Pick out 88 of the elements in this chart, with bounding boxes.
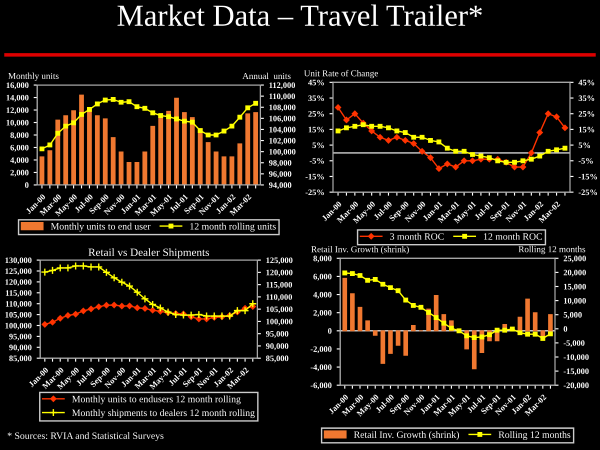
y2-tick-label: -20,000 <box>564 382 589 390</box>
y2-axis-title: Annual units <box>242 72 291 80</box>
y2-tick-label: 100,000 <box>269 149 296 156</box>
y2-tick-label: 98,000 <box>268 160 292 167</box>
y-tick-label: 85,000 <box>9 356 32 362</box>
y2-tick-label: 15% <box>579 126 594 132</box>
y-axis-title: Unit Rate of Change <box>304 70 378 78</box>
y2-tick-label: 10,000 <box>564 298 586 305</box>
legend-label: Monthly units to end user <box>50 222 150 232</box>
y-tick-label: 8,000 <box>10 132 29 140</box>
y2-tick-label: 90,000 <box>266 343 288 350</box>
y-axis-title: Monthly units <box>8 72 59 81</box>
legend-label: 12 month ROC <box>484 232 542 240</box>
y-tick-label: -4,000 <box>310 364 332 372</box>
y-tick-label: 4,000 <box>10 157 29 164</box>
y-tick-label: 6,000 <box>313 274 332 281</box>
y-tick-label: 6,000 <box>10 144 29 152</box>
y2-tick-label: 95,000 <box>266 331 288 338</box>
y2-tick-label: 5% <box>578 142 590 148</box>
y2-tick-label: 96,000 <box>268 171 292 178</box>
y-tick-label: 120,000 <box>5 279 32 286</box>
y-tick-label: -5% <box>310 158 324 164</box>
y2-tick-label: 115,000 <box>266 282 292 289</box>
y-tick-label: 25% <box>308 111 324 117</box>
chart-title: Retail vs Dealer Shipments <box>88 248 210 258</box>
legend-label: 3 month ROC <box>390 232 444 240</box>
y-tick-label: 0 <box>25 182 29 188</box>
y-tick-label: 90,000 <box>9 344 32 352</box>
y2-tick-label: 20,000 <box>564 270 586 277</box>
y-tick-label: 110,000 <box>6 301 32 308</box>
legend-label: Monthly units to endusers 12 month rolling <box>72 395 241 404</box>
y2-tick-label: 120,000 <box>266 270 292 277</box>
y2-axis-title: Rolling 12 months <box>518 246 586 254</box>
y-tick-label: 4,000 <box>313 292 332 299</box>
y2-tick-label: 15,000 <box>564 284 586 291</box>
y-tick-label: 45% <box>308 80 324 86</box>
legend-label: Monthly shipments to dealers 12 month rolling <box>72 409 255 418</box>
y2-tick-label: 110,000 <box>266 294 292 302</box>
y-tick-label: 10,000 <box>6 120 29 127</box>
y2-tick-label: 85,000 <box>266 356 288 362</box>
y2-tick-label: 108,000 <box>269 104 296 112</box>
y-tick-label: 105,000 <box>5 312 32 319</box>
y2-tick-label: -5,000 <box>564 340 585 348</box>
y-tick-label: 95,000 <box>9 334 32 341</box>
y-tick-label: 2,000 <box>10 170 29 177</box>
y-tick-label: -6,000 <box>310 382 332 390</box>
y-axis-title: Retail Inv. Growth (shrink) <box>311 246 409 254</box>
legend-label: Rolling 12 months <box>498 431 570 440</box>
y-tick-label: 14,000 <box>6 94 29 102</box>
y2-tick-label: 112,000 <box>269 82 296 90</box>
y-tick-label: -15% <box>306 174 324 180</box>
text: * Sources: RVIA and Statistical Surveys <box>8 432 164 441</box>
y2-tick-label: 25% <box>578 111 594 117</box>
y-tick-label: 0 <box>328 328 332 334</box>
y-tick-label: 100,000 <box>5 322 32 330</box>
y-tick-label: 8,000 <box>313 256 332 262</box>
y-tick-label: 15% <box>308 126 324 132</box>
y-tick-label: 130,000 <box>5 257 32 264</box>
y2-tick-label: 125,000 <box>266 257 292 264</box>
y2-tick-label: 102,000 <box>269 138 296 145</box>
y2-tick-label: 5,000 <box>564 312 582 319</box>
y2-tick-label: -25% <box>578 190 597 196</box>
y2-tick-label: 94,000 <box>268 182 292 190</box>
y-tick-label: 16,000 <box>6 82 29 90</box>
y-tick-label: 12,000 <box>6 107 29 114</box>
legend-label: 12 month rolling units <box>190 222 276 232</box>
y-tick-label: 35% <box>308 95 324 102</box>
y2-tick-label: 104,000 <box>269 126 296 134</box>
y-tick-label: 115,000 <box>6 290 32 297</box>
y-tick-label: -25% <box>306 190 324 196</box>
y-tick-label: 125,000 <box>5 268 32 276</box>
y2-tick-label: -15,000 <box>564 368 589 376</box>
y2-tick-label: 105,000 <box>266 306 292 314</box>
y2-tick-label: -15% <box>578 174 597 180</box>
text: Market Data – Travel Trailer* <box>118 4 482 26</box>
y2-tick-label: 106,000 <box>269 116 296 123</box>
y2-tick-label: 25,000 <box>564 256 586 262</box>
y2-tick-label: -10,000 <box>564 354 589 362</box>
y2-tick-label: -5% <box>578 158 593 164</box>
y2-tick-label: 0 <box>564 326 568 332</box>
y-tick-label: 2,000 <box>313 310 332 317</box>
y2-tick-label: 110,000 <box>269 94 296 100</box>
legend-label: Retail Inv. Growth (shrink) <box>354 431 459 440</box>
y-tick-label: -2,000 <box>310 346 332 354</box>
y-tick-label: 5% <box>312 142 324 148</box>
y2-tick-label: 35% <box>578 95 594 102</box>
y2-tick-label: 45% <box>578 80 594 86</box>
y2-tick-label: 100,000 <box>266 318 292 326</box>
